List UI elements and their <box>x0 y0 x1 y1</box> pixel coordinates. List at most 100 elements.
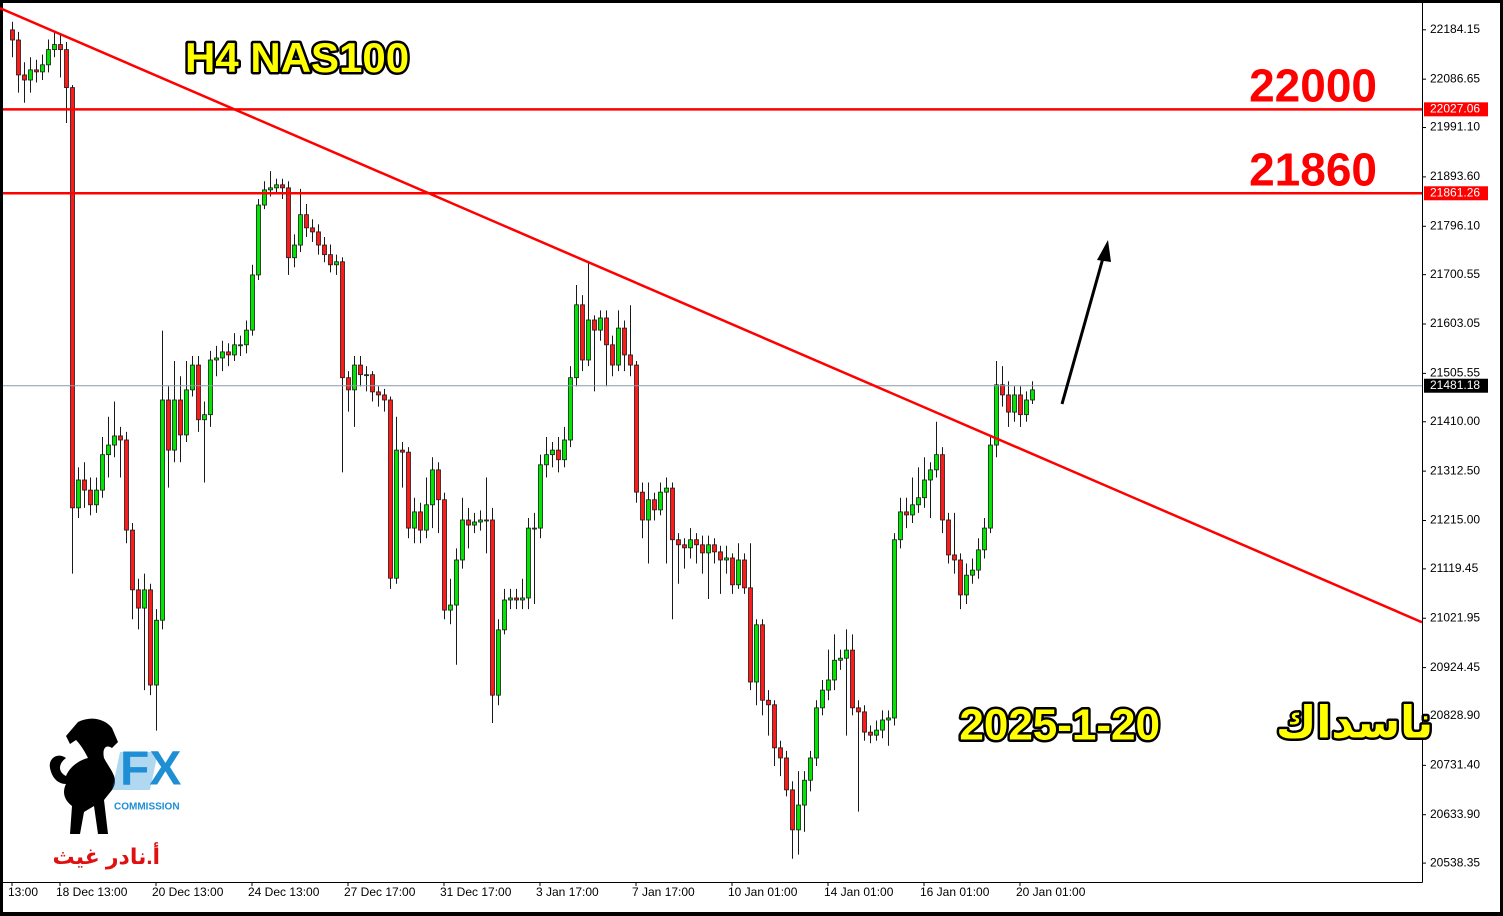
candle-body <box>802 779 807 806</box>
candle-body <box>694 539 699 546</box>
candle-body <box>64 49 69 88</box>
candle-body <box>130 529 135 591</box>
candle-body <box>418 511 423 531</box>
candle-body <box>784 757 789 791</box>
chart-title: H4 NAS100 <box>185 34 409 81</box>
candle-body <box>70 87 75 509</box>
candle-body <box>868 731 873 736</box>
candle-body <box>796 804 801 831</box>
candle-body <box>754 624 759 683</box>
candle-body <box>346 377 351 391</box>
y-tick-label: 20924.45 <box>1430 660 1480 674</box>
candle-body <box>136 589 141 609</box>
candle-body <box>40 64 45 73</box>
arrow <box>1060 257 1105 405</box>
candle-body <box>262 189 267 206</box>
candle-body <box>112 435 117 446</box>
candle-body <box>376 391 381 396</box>
x-tick-label: 27 Dec 17:00 <box>344 885 416 899</box>
candle-body <box>250 274 255 331</box>
candle-body <box>976 549 981 571</box>
candle-body <box>670 487 675 541</box>
candle-body <box>1024 399 1029 416</box>
candle-body <box>688 539 693 549</box>
y-tick-label: 21410.00 <box>1430 414 1480 428</box>
candle-body <box>184 389 189 436</box>
level-label-box <box>1424 186 1488 201</box>
candle-body <box>970 569 975 576</box>
candle-body <box>766 699 771 706</box>
candle-body <box>736 559 741 586</box>
y-tick-label: 21893.60 <box>1430 169 1480 183</box>
candle-body <box>424 504 429 531</box>
candle-body <box>634 364 639 493</box>
candle-body <box>904 511 909 516</box>
candle-body <box>712 544 717 553</box>
candle-body <box>880 719 885 731</box>
candle-body <box>448 604 453 611</box>
candle-body <box>850 649 855 709</box>
candle-body <box>244 329 249 346</box>
candle-body <box>238 344 243 347</box>
candle-body <box>292 244 297 259</box>
candle-body <box>772 704 777 749</box>
candle-body <box>118 435 123 441</box>
candle-body <box>742 559 747 589</box>
candle-body <box>718 551 723 561</box>
candle-body <box>652 499 657 511</box>
candle-body <box>916 497 921 506</box>
candle-body <box>700 544 705 554</box>
candle-body <box>148 589 153 686</box>
candle-body <box>574 304 579 379</box>
candle-body <box>682 544 687 549</box>
candle-body <box>1018 394 1023 416</box>
candle-body <box>610 344 615 366</box>
candle-body <box>304 214 309 229</box>
level-label-box <box>1424 102 1488 117</box>
candle-body <box>286 187 291 259</box>
y-tick-label: 20538.35 <box>1430 855 1480 869</box>
y-tick-label: 20731.40 <box>1430 758 1480 772</box>
candle-body <box>706 544 711 554</box>
candle-body <box>856 707 861 713</box>
candle-body <box>178 399 183 436</box>
candle-body <box>82 479 87 491</box>
candle-body <box>256 204 261 276</box>
author: أ.نادر غيث <box>52 841 160 869</box>
candle-body <box>778 747 783 759</box>
candle-body <box>52 44 57 51</box>
candle-body <box>226 351 231 356</box>
candle-body <box>496 629 501 696</box>
y-tick-label: 21312.50 <box>1430 463 1480 477</box>
candle-body <box>154 619 159 686</box>
candle-body <box>28 69 33 81</box>
candle-body <box>334 261 339 266</box>
candle-body <box>616 327 621 366</box>
candle-body <box>928 469 933 481</box>
candle-body <box>412 511 417 529</box>
arrow-head <box>1097 240 1111 262</box>
candle-body <box>562 439 567 461</box>
candle-body <box>484 519 489 522</box>
y-tick-label: 20633.90 <box>1430 807 1480 821</box>
y-tick-label: 21215.00 <box>1430 513 1480 527</box>
candle-body <box>598 317 603 331</box>
candle-body <box>46 49 51 66</box>
level-label: 22027.06 <box>1430 102 1480 116</box>
candle-body <box>436 469 441 501</box>
candle-body <box>520 597 525 601</box>
candle-body <box>460 519 465 561</box>
candle-body <box>232 344 237 356</box>
candle-body <box>874 729 879 736</box>
candle-body <box>538 464 543 529</box>
y-tick-label: 20828.90 <box>1430 708 1480 722</box>
y-tick-label: 21603.05 <box>1430 316 1480 330</box>
trendline <box>0 6 1423 624</box>
candle-body <box>58 44 63 51</box>
candle-body <box>106 444 111 456</box>
candle-body <box>400 449 405 453</box>
candle-body <box>502 599 507 631</box>
x-tick-label: 10 Jan 01:00 <box>728 885 798 899</box>
x-tick-label: 3 Jan 17:00 <box>536 885 599 899</box>
annotation-name: ناسداك <box>1276 699 1433 748</box>
